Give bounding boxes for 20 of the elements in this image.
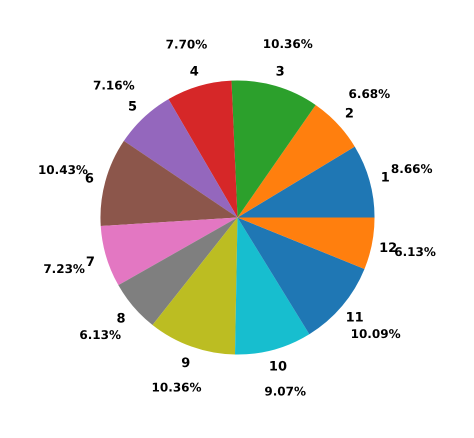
slice-label: 9 [181,356,190,371]
slice-label: 7 [86,255,95,270]
data-label: 9.07% [264,384,306,399]
data-label: 10.36% [152,380,202,395]
data-label: 10.36% [262,37,313,52]
slice-label: 8 [116,311,126,326]
slice-label: 5 [128,100,138,115]
slice-label: 4 [190,64,199,80]
slice-label: 11 [346,310,364,326]
slice-label: 3 [276,64,285,80]
data-label: 7.70% [166,37,208,52]
data-label: 7.16% [93,78,135,93]
data-label: 6.68% [348,86,390,101]
data-label: 8.66% [390,162,433,176]
slice-label: 2 [344,106,354,122]
data-label: 7.23% [43,262,85,276]
slice-label: 1 [380,170,390,186]
data-label: 10.09% [350,327,401,342]
data-label: 6.13% [79,328,122,342]
slice-label: 10 [268,359,287,374]
